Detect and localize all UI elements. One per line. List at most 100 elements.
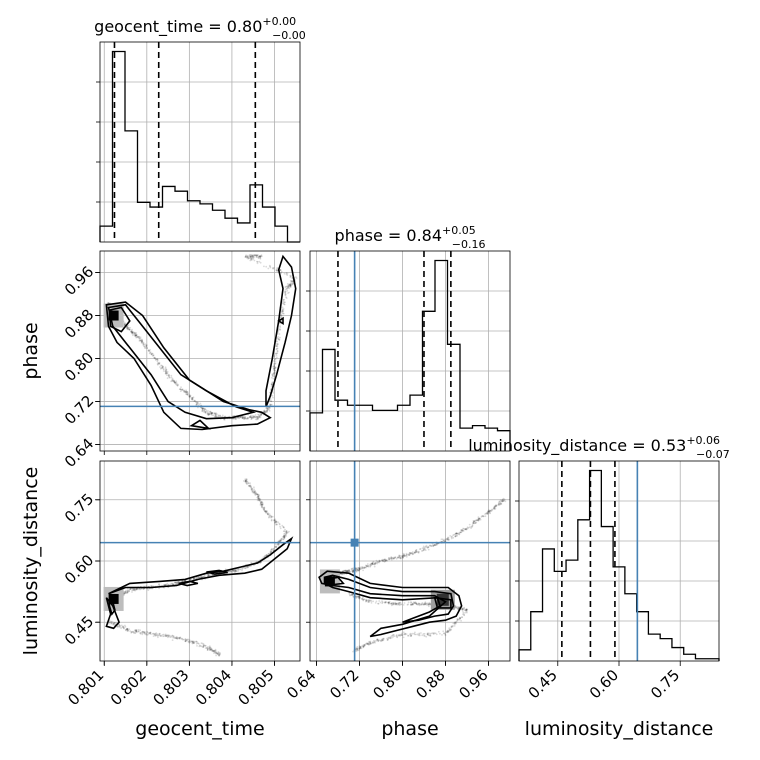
sample-point: [282, 526, 285, 528]
sample-point: [370, 642, 372, 645]
sample-point: [286, 272, 289, 275]
sample-point: [464, 611, 467, 614]
sample-point: [369, 563, 372, 565]
sample-point: [400, 634, 402, 636]
sample-point: [458, 533, 461, 536]
sample-point: [279, 269, 282, 271]
sample-point: [234, 570, 237, 572]
sample-point: [402, 552, 405, 555]
sample-point: [235, 418, 237, 421]
sample-point: [410, 604, 412, 606]
sample-point: [244, 479, 247, 482]
sample-point: [463, 614, 466, 617]
sample-point: [156, 635, 159, 637]
sample-point: [113, 622, 116, 625]
sample-point: [382, 559, 385, 562]
sample-point: [139, 587, 142, 590]
sample-point: [274, 520, 277, 522]
sample-point: [135, 334, 138, 337]
sample-point: [144, 633, 147, 636]
sample-point: [174, 637, 177, 639]
sample-point: [250, 488, 253, 491]
sample-point: [160, 367, 163, 369]
sample-point: [275, 546, 278, 548]
sample-point: [112, 623, 115, 625]
sample-point: [215, 652, 217, 655]
sample-point: [452, 534, 455, 537]
sample-point: [257, 497, 259, 499]
sample-point: [295, 277, 298, 279]
sample-point: [374, 562, 377, 564]
sample-point: [424, 603, 427, 606]
sample-point: [117, 625, 120, 628]
sample-point: [260, 413, 262, 415]
sample-point: [169, 636, 172, 639]
sample-point: [443, 540, 446, 543]
sample-point: [378, 560, 381, 563]
sample-point: [347, 570, 349, 573]
sample-point: [403, 602, 406, 604]
sample-point: [213, 412, 216, 415]
sample-point: [372, 560, 375, 563]
sample-point: [461, 607, 463, 610]
sample-point: [156, 360, 159, 363]
sample-point: [290, 280, 293, 283]
sample-point: [348, 571, 351, 573]
sample-point: [457, 606, 459, 608]
sample-point: [191, 398, 194, 400]
sample-point: [213, 649, 216, 652]
sample-point: [488, 510, 491, 513]
sample-point: [256, 493, 259, 496]
sample-point: [456, 534, 459, 537]
sample-point: [402, 554, 405, 557]
sample-point: [414, 631, 416, 634]
sample-point: [258, 260, 261, 263]
sample-point: [202, 646, 204, 648]
sample-point: [420, 603, 422, 606]
sample-point: [358, 645, 361, 648]
sample-point: [279, 325, 281, 327]
sample-point: [359, 646, 362, 649]
sample-point: [359, 645, 362, 648]
sample-point: [214, 413, 217, 416]
sample-point: [129, 588, 132, 591]
sample-point: [428, 603, 430, 605]
sample-point: [231, 569, 234, 572]
sample-point: [188, 394, 191, 396]
sample-point: [429, 635, 432, 637]
sample-point: [282, 301, 284, 304]
sample-point: [452, 536, 455, 539]
sample-point: [381, 559, 384, 562]
sample-point: [414, 550, 417, 552]
sample-point: [448, 629, 451, 632]
sample-point: [366, 599, 368, 602]
sample-point: [395, 602, 397, 605]
sample-point: [390, 602, 392, 605]
sample-point: [489, 509, 492, 512]
sample-point: [263, 508, 266, 511]
sample-point: [259, 414, 262, 417]
sample-point: [123, 592, 126, 595]
sample-point: [289, 279, 292, 282]
sample-point: [273, 371, 276, 374]
sample-point: [133, 333, 136, 336]
sample-point: [486, 512, 489, 515]
sample-point: [260, 503, 263, 506]
sample-point: [162, 366, 165, 368]
sample-point: [266, 409, 269, 412]
sample-point: [463, 613, 465, 616]
sample-point: [413, 632, 415, 635]
sample-point: [456, 619, 459, 621]
sample-point: [428, 603, 431, 606]
sample-point: [279, 539, 282, 541]
sample-point: [250, 256, 253, 259]
sample-point: [415, 551, 417, 553]
sample-point: [163, 583, 166, 586]
sample-point: [214, 412, 217, 415]
sample-point: [416, 603, 418, 606]
sample-point: [208, 647, 211, 650]
sample-point: [266, 407, 268, 409]
sample-point: [164, 370, 167, 373]
sample-point: [135, 630, 138, 632]
sample-point: [150, 584, 153, 587]
